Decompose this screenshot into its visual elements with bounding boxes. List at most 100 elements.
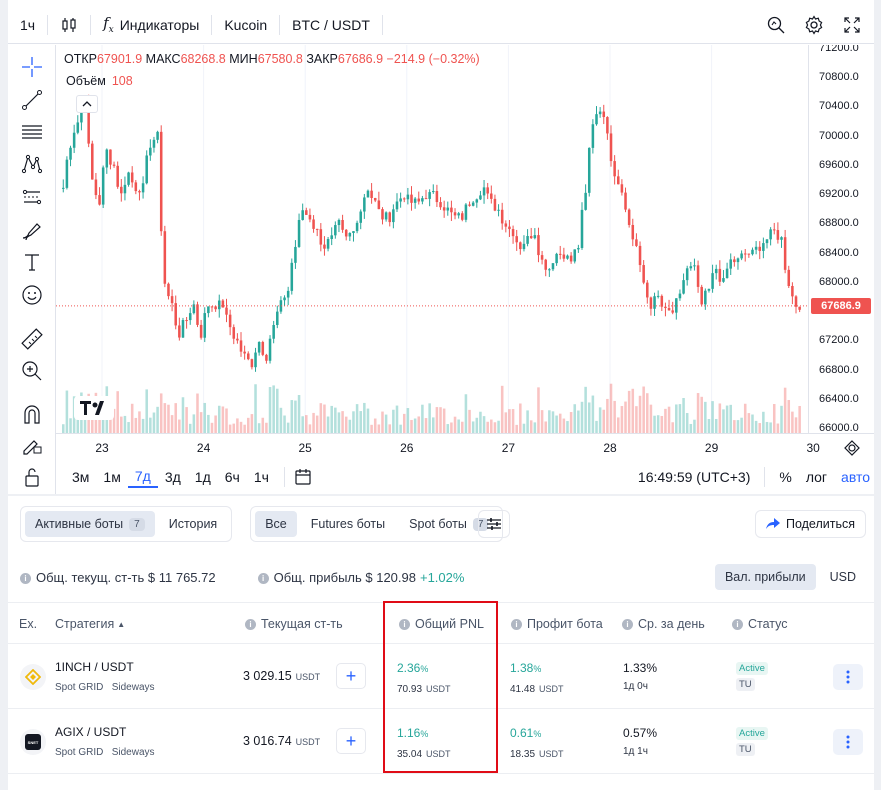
time-tick-label: 29 [704, 441, 719, 455]
magnet-tool[interactable] [20, 402, 44, 426]
volume-bar [268, 387, 272, 433]
auto-scale-button[interactable]: авто [841, 469, 870, 485]
crosshair-tool[interactable] [20, 55, 44, 79]
volume-bar [747, 413, 751, 433]
brush-tool[interactable] [20, 218, 44, 242]
info-icon[interactable]: i [20, 573, 31, 585]
volume-bar [591, 395, 595, 433]
columns-settings-button[interactable] [478, 510, 510, 538]
collapse-legend-button[interactable] [76, 95, 98, 113]
range-button[interactable]: 6ч [224, 469, 240, 485]
header-daily-avg[interactable]: i Ср. за день [622, 617, 705, 631]
header-total-pnl[interactable]: i Общий PNL [399, 617, 484, 631]
profit-currency-button[interactable]: Вал. прибыли [714, 564, 816, 590]
volume-bar [638, 395, 642, 433]
candle-body [613, 161, 616, 177]
range-button[interactable]: 3м [72, 469, 90, 485]
active-bots-tab[interactable]: Активные боты 7 [25, 511, 155, 537]
usd-button[interactable]: USD [820, 564, 866, 590]
futures-bots-tab[interactable]: Futures боты [301, 511, 395, 537]
range-button[interactable]: 1ч [253, 469, 269, 485]
pattern-tool[interactable] [20, 152, 44, 176]
prediction-tool[interactable] [20, 185, 44, 209]
candle-body [555, 253, 558, 264]
candle-body [704, 290, 707, 305]
volume-bar [577, 410, 580, 433]
share-button[interactable]: Поделиться [754, 510, 866, 538]
header-strategy[interactable]: Стратегия ▲ [55, 617, 125, 631]
volume-value: 108 [111, 74, 133, 88]
chart-type-button[interactable] [48, 6, 90, 43]
log-scale-button[interactable]: лог [805, 469, 828, 485]
header-bot-profit[interactable]: i Профит бота [511, 617, 603, 631]
volume-bar [370, 424, 373, 433]
settings-button[interactable] [804, 14, 824, 35]
spot-bots-tab[interactable]: Spot боты 7 [399, 511, 498, 537]
volume-bar [203, 402, 207, 433]
date-range-button[interactable] [293, 467, 313, 487]
fullscreen-button[interactable] [842, 15, 862, 35]
price-axis[interactable]: 71200.0 70800.0 70400.0 70000.0 69600.0 69200… [808, 45, 874, 433]
header-status[interactable]: i Статус [732, 617, 788, 631]
candle-body [453, 212, 457, 216]
volume-bar [515, 424, 518, 433]
exchange-selector[interactable]: Kucoin [212, 6, 279, 43]
table-row[interactable]: SNET AGIX / USDT Spot GRID Sideways 3 01… [8, 709, 874, 774]
tradingview-logo[interactable] [74, 396, 114, 420]
candle-body [772, 229, 776, 231]
zoom-tool[interactable] [20, 359, 44, 383]
stay-drawing-tool[interactable] [20, 433, 44, 457]
volume-bar [635, 406, 638, 433]
interval-selector[interactable]: 1ч [8, 6, 47, 43]
table-row[interactable]: 1INCH / USDT Spot GRID Sideways 3 029.15… [8, 644, 874, 709]
volume-bar [500, 385, 504, 433]
header-current-value[interactable]: i Текущая ст-ть [245, 617, 343, 631]
volume-bar [540, 410, 544, 433]
range-button[interactable]: 7д [127, 466, 158, 488]
time-axis[interactable]: 23 24 25 26 27 28 29 30 [56, 433, 874, 461]
pair-name: AGIX / USDT [55, 725, 127, 739]
more-options-button[interactable] [833, 664, 863, 690]
add-funds-button[interactable]: + [336, 728, 366, 754]
candle-body [700, 286, 703, 305]
range-button[interactable]: 1д [194, 469, 211, 485]
range-button[interactable]: 1м [103, 469, 121, 485]
volume-bar [283, 415, 286, 433]
reset-scale-icon[interactable] [844, 440, 860, 456]
symbol-selector[interactable]: BTC / USDT [280, 6, 382, 43]
emoji-tool[interactable] [20, 283, 44, 307]
all-bots-tab[interactable]: Все [255, 511, 297, 537]
horizontal-lines-tool[interactable] [20, 120, 44, 144]
history-tab[interactable]: История [159, 511, 227, 537]
more-options-button[interactable] [833, 729, 863, 755]
percent-scale-button[interactable]: % [779, 469, 792, 485]
candle-body [199, 324, 203, 338]
exchange-label: Kucoin [224, 16, 268, 33]
ohlc-legend: ОТКР67901.9 МАКС68268.8 МИН67580.8 ЗАКР6… [64, 52, 480, 66]
candle-body [297, 219, 301, 247]
candle-body [656, 295, 660, 297]
quick-search-button[interactable] [766, 15, 786, 35]
range-button[interactable]: 3д [164, 469, 181, 485]
candle-body [243, 351, 246, 354]
clock-time[interactable]: 16:49:59 (UTC+3) [637, 469, 751, 485]
text-tool[interactable] [20, 250, 44, 274]
time-tick-label: 26 [400, 441, 414, 455]
candle-body [526, 236, 529, 244]
bots-status-tabs: Активные боты 7 История [20, 506, 233, 542]
trendline-tool[interactable] [20, 88, 44, 112]
volume-bar [475, 417, 479, 433]
ruler-tool[interactable] [20, 327, 44, 351]
volume-bar [678, 404, 682, 433]
indicators-button[interactable]: fx Индикаторы [91, 6, 211, 43]
chart-plot-area[interactable] [56, 45, 808, 433]
add-funds-button[interactable]: + [336, 663, 366, 689]
volume-bar [359, 411, 362, 433]
candle-body [315, 228, 319, 230]
candle-body [569, 255, 573, 262]
volume-bar [453, 416, 457, 433]
chevron-up-icon [82, 101, 92, 107]
brush-icon [22, 223, 41, 241]
lock-drawings-tool[interactable] [20, 465, 44, 489]
info-icon[interactable]: i [257, 573, 269, 585]
